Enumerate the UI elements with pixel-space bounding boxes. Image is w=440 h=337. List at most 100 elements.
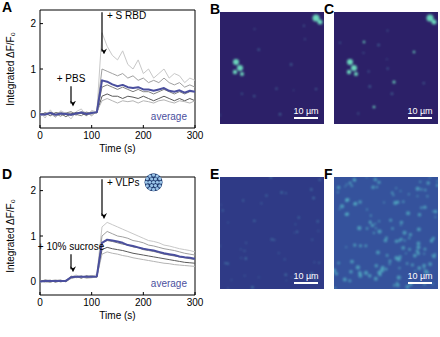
- trace-line: [40, 247, 195, 281]
- x-tick: [195, 125, 196, 128]
- fluorescent-spot: [358, 200, 361, 203]
- fluorescent-spot: [366, 177, 368, 178]
- fluorescent-spot: [278, 252, 280, 254]
- fluorescent-spot: [408, 248, 411, 251]
- fluorescent-spot: [351, 185, 353, 187]
- fluorescent-spot: [253, 95, 255, 97]
- fluorescent-spot: [420, 206, 422, 208]
- image-background: [334, 177, 438, 289]
- y-tick: [40, 23, 43, 24]
- fluorescent-spot: [377, 181, 380, 184]
- fluorescent-spot: [265, 195, 267, 197]
- fluorescent-spot: [411, 263, 414, 266]
- fluorescent-spot: [429, 177, 431, 178]
- fluorescent-spot: [273, 239, 275, 241]
- fluorescent-spot: [393, 284, 395, 286]
- annotation: + 10% sucrose: [38, 241, 105, 252]
- fluorescent-spot: [240, 257, 242, 259]
- fluorescent-spot: [409, 233, 412, 236]
- fluorescent-spot: [386, 254, 389, 257]
- x-tick-label: 200: [135, 130, 152, 141]
- fluorescent-spot: [285, 192, 287, 194]
- panel-label: E: [210, 166, 219, 182]
- fluorescent-spot: [261, 202, 263, 204]
- fluorescent-spot: [364, 271, 368, 275]
- fluorescent-spot: [389, 263, 391, 265]
- panel-label: A: [2, 0, 12, 15]
- x-axis: [40, 295, 195, 296]
- fluorescent-spot: [353, 178, 356, 181]
- image-background: [220, 12, 324, 124]
- fluorescent-spot: [406, 211, 410, 215]
- fluorescent-spot: [386, 58, 387, 59]
- fluorescent-spot: [242, 199, 244, 201]
- vlp-capsomer: [158, 184, 161, 187]
- fluorescent-spot: [397, 275, 401, 279]
- fluorescent-spot: [245, 257, 247, 259]
- x-tick-label: 0: [37, 297, 43, 308]
- scale-bar-label: 10 µm: [293, 271, 318, 281]
- fluorescent-spot: [426, 195, 428, 197]
- microscopy-panel: B10 µm: [210, 1, 324, 124]
- annotation-arrow: [101, 12, 102, 51]
- panel-label: F: [324, 166, 333, 182]
- fluorescent-spot: [417, 252, 420, 255]
- fluorescent-spot: [400, 190, 402, 192]
- fluorescent-spot: [378, 220, 380, 222]
- x-axis: [40, 128, 195, 129]
- fluorescent-spot: [357, 226, 361, 230]
- fluorescent-spot: [366, 227, 368, 229]
- fluorescent-spot: [254, 28, 256, 30]
- fluorescent-spot: [337, 191, 339, 193]
- vlp-capsomer: [148, 181, 151, 184]
- scale-bar-label: 10 µm: [293, 106, 318, 116]
- fluorescent-spot: [343, 278, 347, 282]
- fluorescent-spot: [340, 204, 344, 208]
- vlp-capsomer: [146, 184, 149, 187]
- microscopy-panel: F10 µm: [324, 166, 439, 289]
- fluorescent-spot: [366, 209, 368, 211]
- fluorescent-spot: [253, 220, 255, 222]
- fluorescent-spot: [377, 44, 380, 47]
- series-label: average: [151, 278, 188, 289]
- fluorescent-spot: [374, 277, 378, 281]
- fluorescent-spot: [318, 230, 319, 231]
- fluorescent-spot: [353, 179, 356, 182]
- frame-right: [195, 177, 196, 295]
- fluorescent-spot: [413, 254, 417, 258]
- fluorescent-spot: [345, 246, 347, 248]
- image-background: [334, 12, 438, 124]
- frame-right: [195, 10, 196, 128]
- fluorescent-spot: [354, 72, 358, 76]
- fluorescent-spot: [371, 224, 374, 227]
- fluorescent-spot: [237, 65, 243, 71]
- fluorescent-spot: [398, 239, 401, 242]
- scale-bar: [408, 282, 432, 284]
- image-content: [220, 15, 323, 116]
- fluorescent-spot: [395, 187, 397, 189]
- fluorescent-spot: [370, 215, 372, 217]
- fluorescent-spot: [346, 212, 350, 216]
- microscopy-panel: C10 µm: [324, 1, 438, 124]
- fluorescent-spot: [384, 239, 388, 243]
- fluorescent-spot: [424, 189, 426, 191]
- fluorescent-spot: [385, 268, 388, 271]
- x-tick: [91, 125, 92, 128]
- x-tick: [195, 292, 196, 295]
- fluorescent-spot: [369, 221, 372, 224]
- fluorescent-spot: [280, 191, 282, 193]
- fluorescent-spot: [428, 262, 432, 266]
- x-tick-label: 100: [83, 297, 100, 308]
- fluorescent-spot: [233, 70, 237, 74]
- fluorescent-spot: [400, 221, 403, 224]
- fluorescent-spot: [356, 265, 360, 269]
- vlp-capsomer: [156, 187, 159, 190]
- x-tick-label: 300: [187, 297, 204, 308]
- vlp-capsomer: [152, 188, 155, 191]
- fluorescent-spot: [347, 70, 351, 74]
- fluorescent-spot: [290, 63, 292, 65]
- fluorescent-spot: [388, 260, 391, 263]
- y-tick-label: 0: [30, 109, 36, 120]
- fluorescent-spot: [376, 186, 378, 188]
- fluorescent-spot: [220, 204, 221, 205]
